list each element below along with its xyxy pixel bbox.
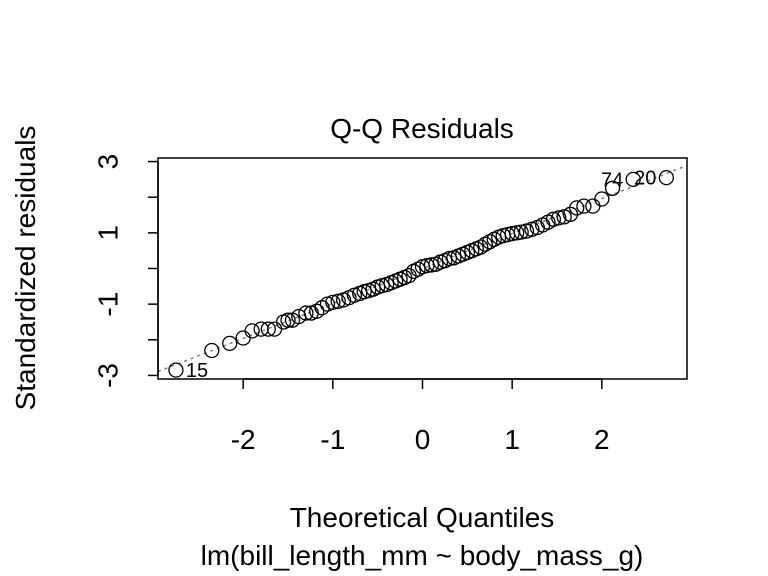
x-tick-label: 1 xyxy=(504,424,520,455)
point-label: 15 xyxy=(186,360,208,382)
data-point xyxy=(658,169,675,186)
data-point xyxy=(325,294,341,311)
data-point xyxy=(594,191,610,207)
data-point xyxy=(204,342,220,359)
points-group xyxy=(168,169,675,378)
data-point xyxy=(556,209,572,225)
point-labels-group: 15 74 20 xyxy=(186,168,656,382)
y-axis: -3 -1 1 3 xyxy=(92,154,159,388)
point-label: 20 xyxy=(634,168,656,190)
data-point xyxy=(298,305,314,321)
data-point xyxy=(473,239,489,255)
data-point xyxy=(576,198,592,214)
data-point xyxy=(625,171,641,188)
x-tick-label: 2 xyxy=(594,424,610,455)
y-tick-label: 1 xyxy=(92,225,123,241)
data-point xyxy=(280,312,296,328)
data-point xyxy=(168,362,184,378)
data-point xyxy=(508,225,525,241)
point-label: 74 xyxy=(601,169,623,191)
data-point xyxy=(513,224,529,240)
subtitle: lm(bill_length_mm ~ body_mass_g) xyxy=(201,540,644,571)
data-point xyxy=(504,225,520,242)
x-tick-label: -2 xyxy=(231,424,256,455)
data-point xyxy=(569,200,585,216)
x-tick-label: 0 xyxy=(415,424,431,455)
data-point xyxy=(244,323,260,339)
x-axis-label: Theoretical Quantiles xyxy=(290,502,555,533)
data-point xyxy=(551,210,567,226)
data-point xyxy=(222,335,238,352)
data-point xyxy=(423,257,440,273)
y-axis-label: Standardized residuals xyxy=(10,126,41,411)
data-point xyxy=(330,293,346,309)
y-tick-label: -1 xyxy=(92,292,123,317)
data-point xyxy=(604,180,621,196)
chart-title: Q-Q Residuals xyxy=(330,113,514,144)
data-point xyxy=(441,250,458,267)
data-point xyxy=(260,321,276,337)
y-tick-label: -3 xyxy=(92,363,123,388)
data-point xyxy=(545,211,562,227)
x-axis: -2 -1 0 1 2 xyxy=(231,378,610,455)
x-tick-label: -1 xyxy=(320,424,345,455)
y-tick-label: 3 xyxy=(92,154,123,170)
